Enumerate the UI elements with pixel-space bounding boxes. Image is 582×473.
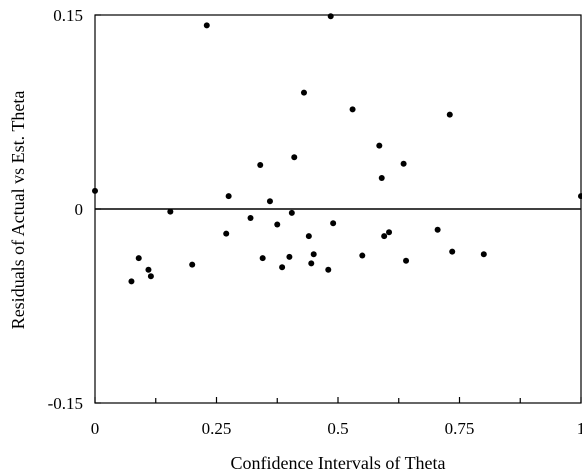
data-points	[92, 13, 582, 285]
scatter-point	[381, 233, 388, 240]
scatter-point	[203, 22, 210, 29]
scatter-point	[434, 226, 441, 233]
scatter-point	[449, 248, 456, 255]
scatter-point	[386, 229, 393, 236]
x-tick-label: 0.25	[202, 419, 232, 438]
scatter-point	[223, 230, 230, 237]
scatter-point	[135, 255, 142, 262]
scatter-point	[359, 252, 366, 259]
scatter-point	[305, 233, 312, 240]
y-tick-label: 0.15	[53, 6, 83, 25]
scatter-point	[274, 221, 281, 228]
scatter-point	[327, 13, 334, 20]
scatter-point	[403, 257, 410, 264]
scatter-point	[286, 253, 293, 260]
y-axis-ticks: -0.15 0 0.15	[48, 6, 101, 413]
scatter-point	[376, 142, 383, 149]
scatter-point	[480, 251, 487, 258]
scatter-point	[247, 215, 254, 222]
scatter-point	[259, 255, 266, 262]
scatter-point	[308, 260, 315, 267]
x-axis-title: Confidence Intervals of Theta	[230, 453, 445, 473]
scatter-point	[310, 251, 317, 258]
scatter-point	[288, 209, 295, 216]
scatter-point	[330, 220, 337, 227]
scatter-point	[349, 106, 356, 113]
scatter-point	[325, 266, 332, 273]
scatter-point	[446, 111, 453, 118]
y-tick-label: 0	[75, 200, 84, 219]
scatter-point	[266, 198, 273, 205]
scatter-point	[147, 273, 154, 280]
scatter-point	[378, 174, 385, 181]
scatter-point	[578, 193, 582, 200]
x-axis-ticks: 0 0.25 0.5 0.75 1	[91, 397, 582, 438]
y-axis-title: Residuals of Actual vs Est. Theta	[8, 91, 28, 330]
x-tick-label: 0.75	[445, 419, 475, 438]
scatter-point	[167, 208, 174, 215]
scatter-point	[300, 89, 307, 96]
x-tick-label: 1	[577, 419, 582, 438]
scatter-point	[92, 187, 98, 194]
scatter-point	[225, 193, 232, 200]
scatter-point	[257, 162, 264, 169]
scatter-point	[279, 264, 286, 271]
x-tick-label: 0	[91, 419, 100, 438]
y-tick-label: -0.15	[48, 394, 83, 413]
scatter-point	[145, 266, 152, 273]
scatter-point	[400, 160, 407, 167]
x-tick-label: 0.5	[327, 419, 348, 438]
scatter-point	[291, 154, 298, 161]
scatter-point	[128, 278, 135, 285]
scatter-point	[189, 261, 196, 268]
